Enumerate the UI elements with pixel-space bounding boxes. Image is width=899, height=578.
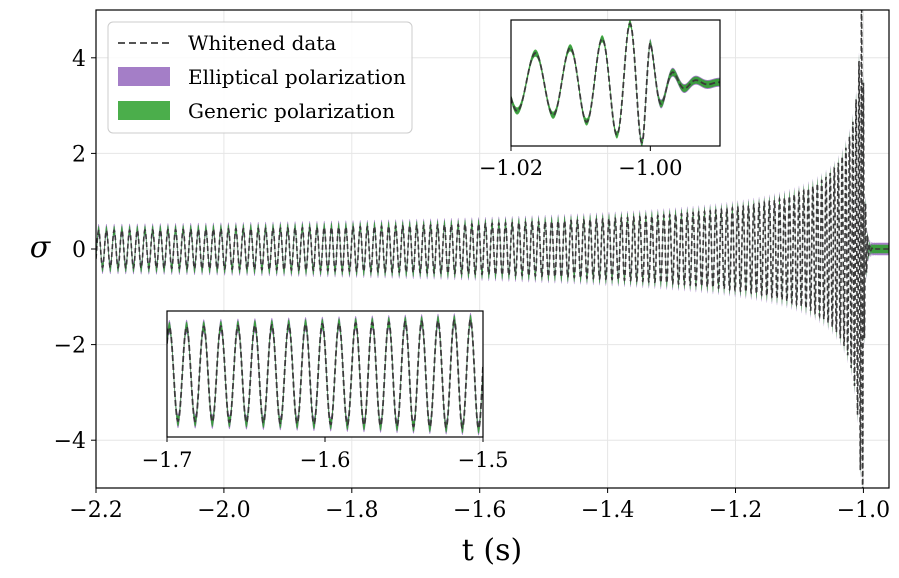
x-tick-label: −1.2 — [709, 498, 762, 523]
y-tick-label: 0 — [72, 238, 86, 263]
inset-inspiral-x-ticks: −1.7 −1.6 −1.5 — [142, 437, 509, 472]
inset-inspiral-bg — [167, 311, 483, 437]
inset-inspiral-plot-area — [167, 312, 483, 436]
legend-elliptical-label: Elliptical polarization — [188, 65, 406, 89]
inset-merger-frame — [510, 19, 721, 147]
main-plot-area — [96, 10, 889, 488]
inset-merger-x-ticks: −1.02 −1.00 — [479, 146, 683, 180]
x-tick-label: −1.0 — [837, 498, 890, 523]
y-axis-label: σ — [30, 230, 52, 265]
y-tick-label: 4 — [72, 47, 86, 72]
legend-generic-label: Generic polarization — [188, 99, 395, 123]
inset-inspiral: −1.7 −1.6 −1.5 — [142, 310, 509, 472]
inset-inspiral-tick-label: −1.5 — [458, 448, 509, 472]
inset-merger-generic-band — [511, 20, 720, 146]
legend-generic-swatch — [118, 101, 170, 120]
main-whitened-line — [96, 10, 889, 488]
inset-merger-tick-label: −1.02 — [479, 156, 543, 180]
x-tick-label: −2.0 — [197, 498, 250, 523]
main-x-ticks: −2.2 −2.0 −1.8 −1.6 −1.4 −1.2 −1.0 — [69, 488, 890, 523]
y-tick-label: −4 — [54, 429, 86, 454]
inset-inspiral-tick-label: −1.7 — [142, 448, 193, 472]
inset-merger: −1.02 −1.00 — [479, 19, 721, 180]
inset-merger-tick-label: −1.00 — [618, 156, 682, 180]
inset-merger-plot-area — [511, 20, 720, 146]
x-tick-label: −1.4 — [581, 498, 634, 523]
y-tick-label: −2 — [54, 334, 86, 359]
y-tick-label: 2 — [72, 142, 86, 167]
legend-elliptical-swatch — [118, 67, 170, 86]
x-axis-label: t (s) — [462, 533, 522, 568]
legend: Whitened data Elliptical polarization Ge… — [107, 21, 413, 134]
x-tick-label: −1.8 — [325, 498, 378, 523]
inset-inspiral-tick-label: −1.6 — [300, 448, 351, 472]
x-tick-label: −1.6 — [453, 498, 506, 523]
inset-merger-bg — [511, 20, 720, 146]
legend-whitened-label: Whitened data — [188, 31, 336, 55]
x-tick-label: −2.2 — [69, 498, 122, 523]
inset-merger-whitened-line — [511, 22, 720, 144]
main-y-ticks: −4 −2 0 2 4 — [54, 47, 96, 454]
inset-inspiral-whitened-line — [167, 318, 483, 430]
legend-box — [107, 21, 413, 134]
